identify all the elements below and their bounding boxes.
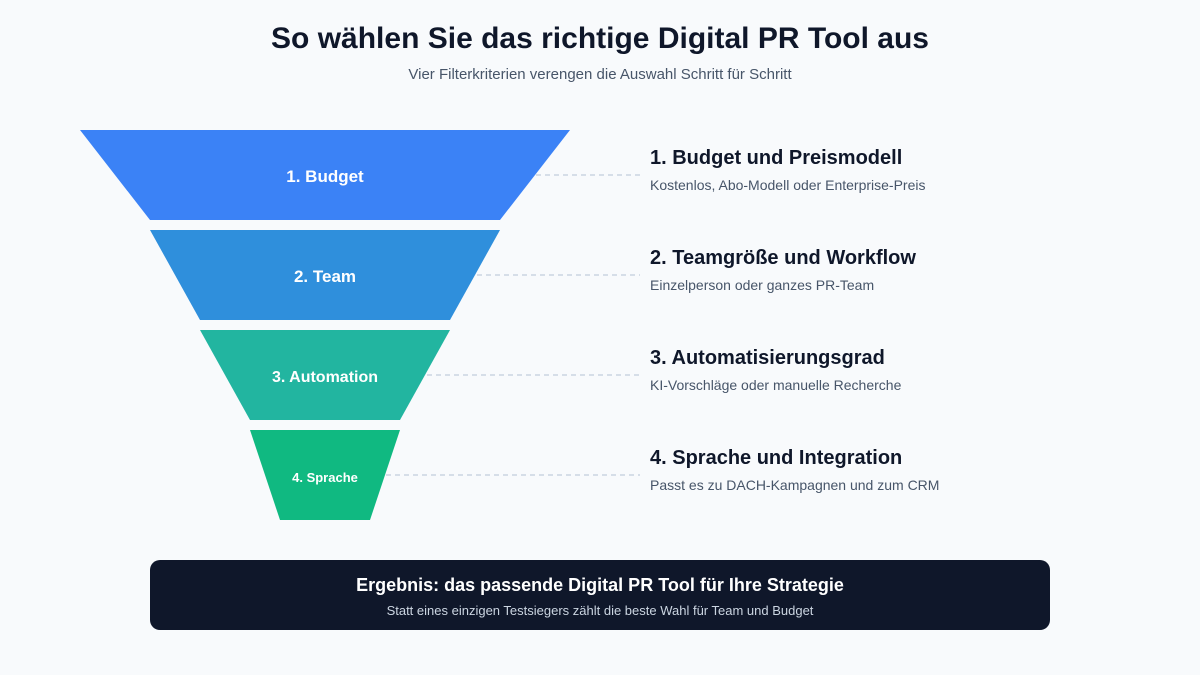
stage-desc-team: Einzelperson oder ganzes PR-Team xyxy=(650,277,875,293)
stage-desc-sprache: Passt es zu DACH-Kampagnen und zum CRM xyxy=(650,477,940,493)
result-title: Ergebnis: das passende Digital PR Tool f… xyxy=(356,575,844,595)
result-box: Ergebnis: das passende Digital PR Tool f… xyxy=(150,560,1050,630)
page-title: So wählen Sie das richtige Digital PR To… xyxy=(271,22,929,55)
funnel-stage-budget xyxy=(80,130,570,220)
result-subtitle: Statt eines einzigen Testsiegers zählt d… xyxy=(386,603,814,618)
stage-title-sprache: 4. Sprache und Integration xyxy=(650,447,903,469)
funnel-stage-label-team: 2. Team xyxy=(294,267,356,286)
funnel-stage-automation xyxy=(200,330,450,420)
page-subtitle: Vier Filterkriterien verengen die Auswah… xyxy=(408,66,792,83)
funnel-stage-label-automation: 3. Automation xyxy=(272,369,378,386)
stage-title-budget: 1. Budget und Preismodell xyxy=(650,147,903,169)
funnel-stage-sprache xyxy=(250,430,400,520)
funnel-stage-label-sprache: 4. Sprache xyxy=(292,470,358,485)
stage-desc-budget: Kostenlos, Abo-Modell oder Enterprise-Pr… xyxy=(650,177,926,193)
stage-title-team: 2. Teamgröße und Workflow xyxy=(650,247,916,269)
funnel-stage-label-budget: 1. Budget xyxy=(286,167,364,186)
funnel-stage-team xyxy=(150,230,500,320)
stage-title-automation: 3. Automatisierungsgrad xyxy=(650,347,885,369)
stage-desc-automation: KI-Vorschläge oder manuelle Recherche xyxy=(650,377,902,393)
